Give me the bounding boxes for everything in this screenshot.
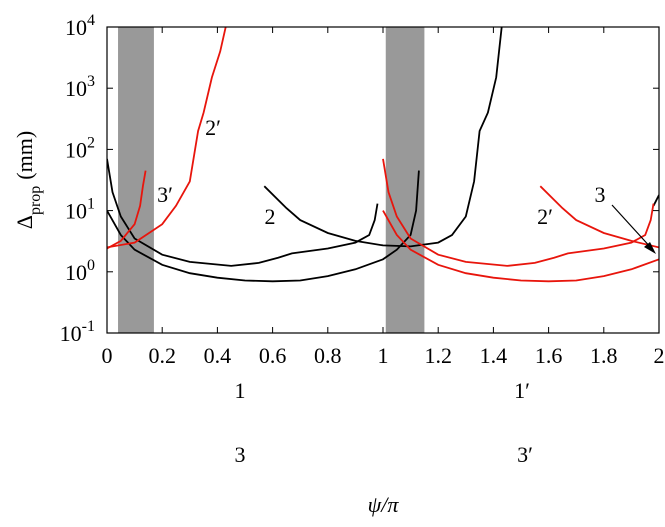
y-tick-label: 100 <box>65 257 95 285</box>
x-tick-label: 1.2 <box>424 343 452 368</box>
y-tick-label: 104 <box>65 12 95 40</box>
arrow-head <box>644 242 656 254</box>
x-axis-label: ψ/π <box>368 492 400 517</box>
annotation: 2 <box>265 204 276 229</box>
curve <box>107 27 227 249</box>
annotation: 3 <box>595 182 606 207</box>
y-tick-label: 10-1 <box>60 318 95 346</box>
annotation: 2′ <box>205 115 221 140</box>
curve <box>107 158 379 267</box>
x-tick-label: 0.4 <box>204 343 232 368</box>
x-tick-label: 2 <box>654 343 665 368</box>
y-tick-label: 101 <box>65 196 95 224</box>
x-tick-label: 0.8 <box>314 343 342 368</box>
x-tick-label: 1 <box>378 343 389 368</box>
annotation: 3′ <box>517 442 533 467</box>
curve <box>263 27 503 248</box>
annotation: 1 <box>235 378 246 403</box>
annotation: 1′ <box>514 378 530 403</box>
x-tick-label: 0.2 <box>148 343 176 368</box>
curve <box>652 194 659 207</box>
x-tick-label: 0 <box>102 343 113 368</box>
arrow <box>611 204 654 251</box>
x-tick-label: 1.6 <box>535 343 563 368</box>
y-tick-label: 102 <box>65 134 95 162</box>
y-tick-label: 103 <box>65 73 95 101</box>
curve <box>382 158 655 267</box>
shaded-region <box>118 27 154 333</box>
x-tick-label: 1.8 <box>590 343 618 368</box>
y-axis-label: Δprop(mm) <box>12 131 44 229</box>
curve <box>107 170 147 250</box>
annotation: 3 <box>235 442 246 467</box>
curve <box>382 210 659 283</box>
curve <box>539 185 659 249</box>
x-tick-label: 1.4 <box>480 343 508 368</box>
x-tick-label: 0.6 <box>259 343 287 368</box>
annotation: 3′ <box>157 182 173 207</box>
annotation: 2′ <box>537 204 553 229</box>
